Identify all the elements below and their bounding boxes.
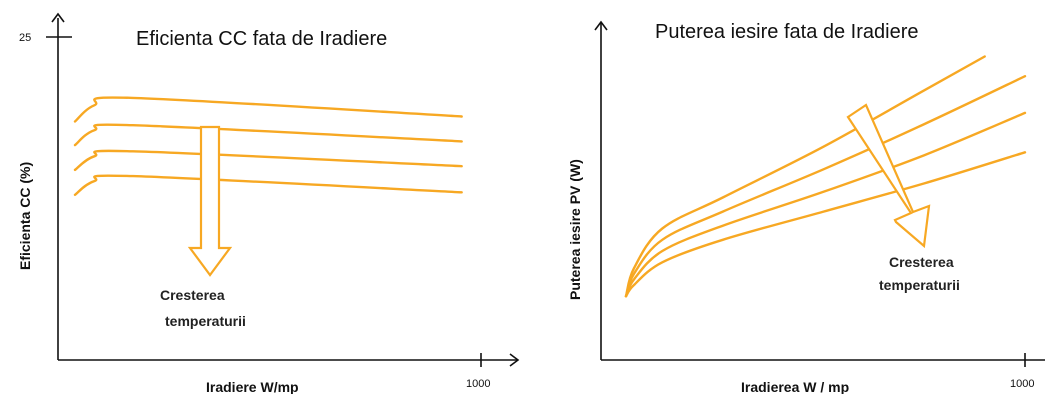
left-series-2-line [73,123,463,147]
chart-efficiency: Eficienta CC fata de Iradiere 25 1000 Ir… [17,12,520,394]
right-annotation-line2: temperaturii [879,277,960,293]
left-series-3-line [73,149,463,172]
left-y-axis-label: Eficienta CC (%) [17,162,33,270]
left-series-1-line [73,96,463,123]
left-x-axis-label: Iradiere W/mp [206,379,299,394]
left-series-4-line [73,174,463,196]
right-series-group [624,55,1027,298]
left-y-axis-arrow [51,12,65,23]
left-annotation-line2: temperaturii [165,313,246,329]
right-y-axis-arrow [594,20,608,31]
left-y-tick-label: 25 [19,32,31,44]
right-y-axis-label: Puterea iesire PV (W) [567,159,583,300]
right-x-tick-label: 1000 [1010,378,1034,390]
right-series-4-line [624,151,1027,298]
right-series-1-line [624,55,986,298]
left-annotation-line1: Cresterea [160,287,225,303]
left-temperature-arrow [187,125,233,277]
right-chart-title: Puterea iesire fata de Iradiere [655,21,919,43]
left-x-tick-label: 1000 [466,378,490,390]
left-x-axis-arrow [509,353,520,367]
left-chart-title: Eficienta CC fata de Iradiere [136,28,387,50]
chart-power-output: Puterea iesire fata de Iradiere 1000 Ira… [567,20,1045,394]
right-series-3-line [624,111,1027,298]
right-series-2-line [624,75,1027,298]
left-series-group [73,96,463,196]
right-temperature-arrow [846,103,931,249]
right-x-axis-label: Iradierea W / mp [741,379,849,394]
right-annotation-line1: Cresterea [889,254,954,270]
